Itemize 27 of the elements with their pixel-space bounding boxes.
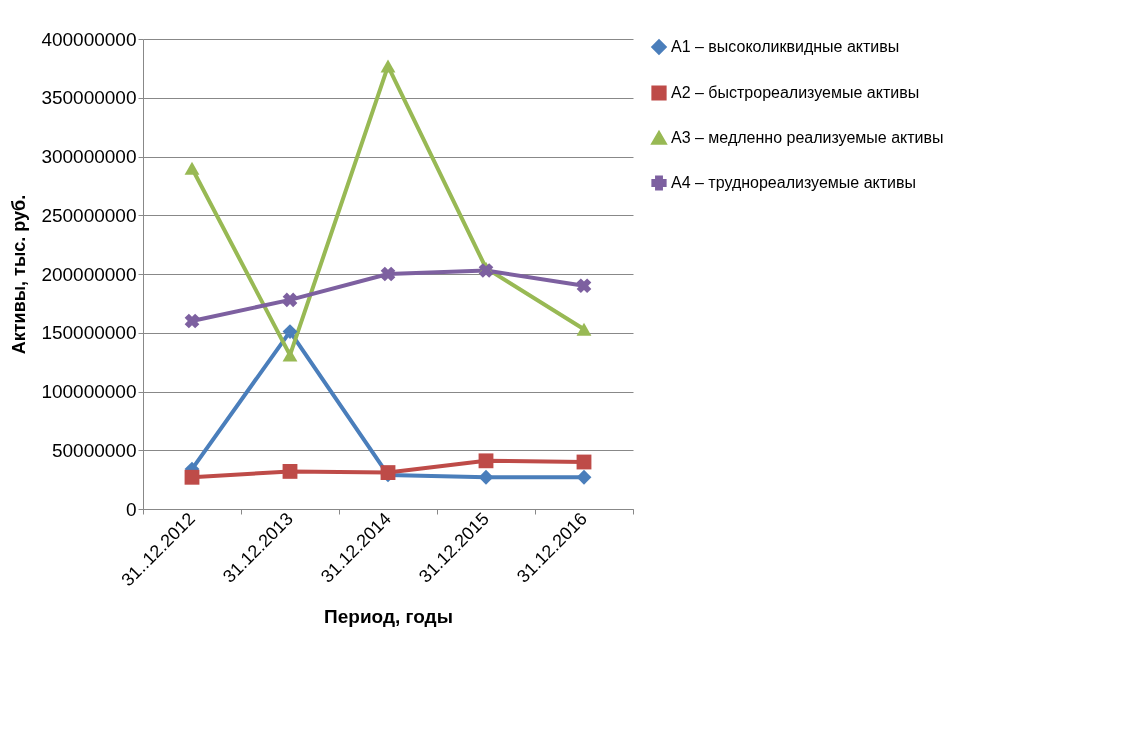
y-tick-label: 350000000 [41, 87, 137, 109]
legend-label: А4 – труднореализуемые активы [671, 174, 916, 191]
y-tick-label: 400000000 [41, 28, 137, 50]
point [380, 266, 396, 282]
legend-label: А3 – медленно реализуемые активы [671, 129, 944, 146]
y-tick-label: 200000000 [41, 263, 137, 285]
point [282, 463, 298, 479]
x-axis-title: Период, годы [324, 606, 453, 628]
point [576, 469, 592, 485]
y-tick-label: 50000000 [51, 439, 137, 461]
point [576, 322, 592, 336]
y-tick-label: 100000000 [41, 381, 137, 402]
point [184, 161, 200, 175]
point [478, 469, 494, 485]
legend-label: А2 – быстрореализуемые активы [671, 84, 920, 101]
point [478, 453, 494, 469]
y-tick-label: 300000000 [41, 146, 137, 167]
point [282, 348, 298, 362]
point [184, 469, 200, 485]
point [380, 59, 396, 73]
y-tick-label: 150000000 [41, 322, 137, 344]
point [184, 313, 200, 329]
point [282, 292, 298, 308]
point [576, 278, 592, 294]
y-tick-label: 250000000 [41, 204, 137, 226]
legend-label: А1 – высоколиквидные активы [671, 38, 900, 55]
y-axis-title: Активы, тыс. руб. [9, 194, 30, 355]
